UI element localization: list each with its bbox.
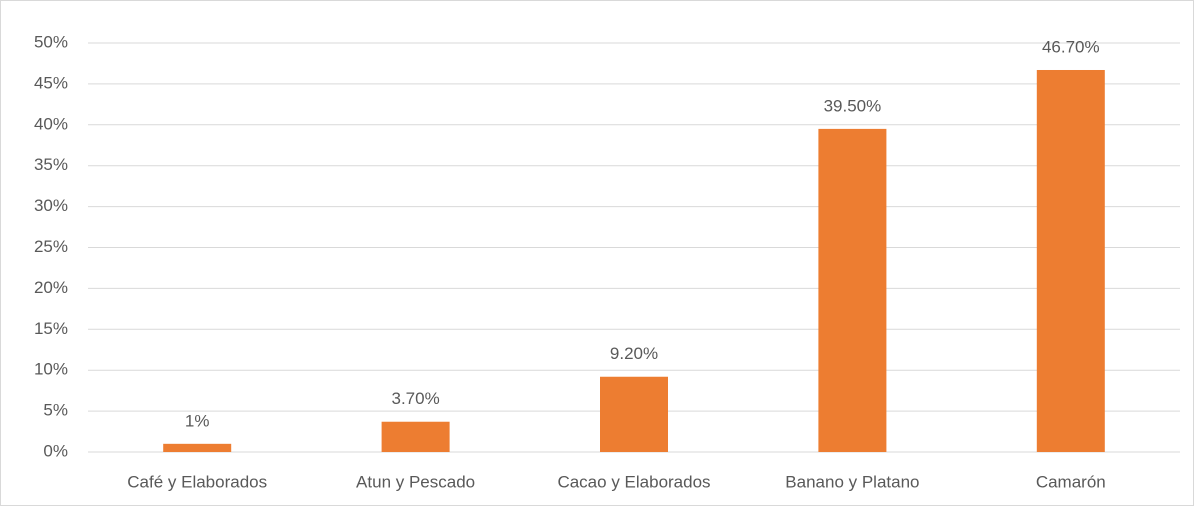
bar [600,376,668,452]
y-tick-label: 25% [34,237,68,256]
bar [381,421,450,452]
y-tick-label: 45% [34,73,68,92]
y-tick-label: 35% [34,155,68,174]
y-tick-label: 10% [34,360,68,379]
x-tick-label: Banano y Platano [785,472,919,491]
bar [163,443,232,452]
x-tick-label: Atun y Pescado [356,472,475,491]
x-tick-label: Cacao y Elaborados [557,472,710,491]
y-tick-label: 5% [43,401,68,420]
bar [818,128,887,452]
bar [1036,69,1105,452]
y-tick-label: 0% [43,441,68,460]
x-tick-label: Café y Elaborados [127,472,267,491]
y-tick-label: 30% [34,196,68,215]
y-tick-label: 40% [34,114,68,133]
data-label: 9.20% [610,344,658,363]
x-tick-label: Camarón [1036,472,1106,491]
data-label: 3.70% [391,389,439,408]
data-label: 1% [185,411,210,430]
data-label: 46.70% [1042,37,1100,56]
y-tick-label: 50% [34,32,68,51]
y-tick-label: 20% [34,278,68,297]
y-tick-label: 15% [34,319,68,338]
data-label: 39.50% [824,96,882,115]
